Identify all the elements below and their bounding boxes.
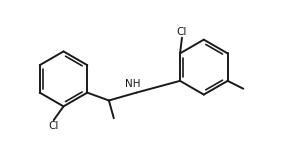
Text: NH: NH bbox=[125, 79, 140, 89]
Text: Cl: Cl bbox=[49, 121, 59, 131]
Text: Cl: Cl bbox=[177, 27, 187, 37]
